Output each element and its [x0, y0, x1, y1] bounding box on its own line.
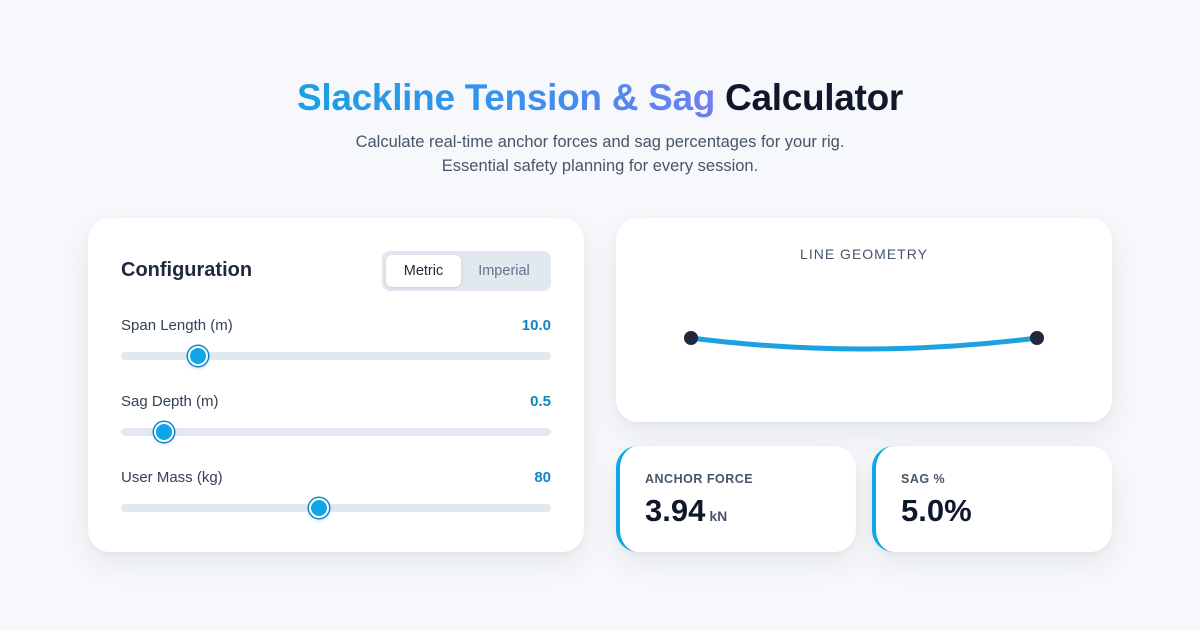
- sag-percent-label: SAG %: [901, 472, 946, 486]
- unit-option-metric[interactable]: Metric: [386, 255, 461, 287]
- sag-depth-slider[interactable]: [121, 422, 551, 442]
- left-anchor-point: [684, 331, 698, 345]
- span-length-value: 10.0: [521, 317, 551, 334]
- user-mass-value: 80: [534, 469, 551, 486]
- line-geometry-diagram: [684, 331, 1044, 352]
- user-mass-label: User Mass (kg): [121, 469, 223, 486]
- page-header: Slackline Tension & Sag Calculator Calcu…: [0, 76, 1200, 178]
- sag-percent-card: SAG % 5.0%: [872, 446, 1112, 552]
- anchor-force-value: 3.94: [645, 493, 706, 528]
- line-geometry-label: LINE GEOMETRY: [800, 246, 928, 262]
- page-title: Slackline Tension & Sag Calculator: [0, 76, 1200, 120]
- anchor-force-readout: 3.94 kN: [645, 493, 727, 534]
- unit-toggle: Metric Imperial: [382, 251, 551, 291]
- subtitle-line-2: Essential safety planning for every sess…: [441, 157, 759, 175]
- span-length-label: Span Length (m): [121, 317, 233, 334]
- anchor-force-unit: kN: [709, 508, 728, 524]
- configuration-card: Configuration Metric Imperial Span Lengt…: [88, 218, 584, 552]
- line-geometry-card: LINE GEOMETRY: [616, 218, 1112, 422]
- anchor-force-label: ANCHOR FORCE: [645, 472, 754, 486]
- unit-option-imperial[interactable]: Imperial: [478, 263, 530, 279]
- user-mass-slider[interactable]: [121, 498, 551, 518]
- subtitle-line-1: Calculate real-time anchor forces and sa…: [355, 133, 845, 151]
- page-subtitle: Calculate real-time anchor forces and sa…: [0, 130, 1200, 178]
- span-length-slider[interactable]: [121, 346, 551, 366]
- anchor-force-card: ANCHOR FORCE 3.94 kN: [616, 446, 856, 552]
- slackline-curve: [688, 335, 1040, 352]
- title-suffix: Calculator: [725, 77, 903, 118]
- user-mass-slider-thumb[interactable]: [308, 498, 329, 518]
- sag-depth-value: 0.5: [530, 393, 551, 410]
- title-highlight: Slackline Tension & Sag: [297, 77, 716, 118]
- span-length-slider-thumb[interactable]: [188, 346, 209, 366]
- sag-depth-slider-thumb[interactable]: [154, 422, 174, 442]
- sag-percent-value: 5.0%: [901, 493, 972, 528]
- right-anchor-point: [1030, 331, 1044, 345]
- sag-depth-label: Sag Depth (m): [121, 393, 219, 410]
- configuration-title: Configuration: [121, 259, 253, 281]
